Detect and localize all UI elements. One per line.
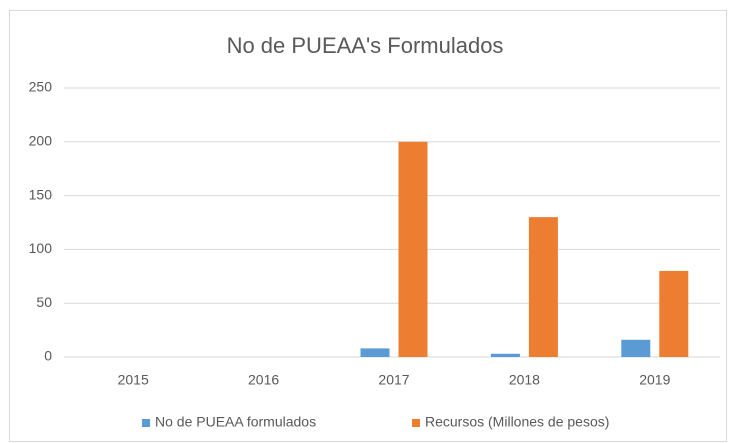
bar	[621, 339, 651, 357]
legend-swatch	[412, 419, 420, 427]
y-tick-label: 150	[29, 186, 53, 202]
legend-label: Recursos (Millones de pesos)	[425, 414, 609, 430]
bar	[398, 141, 428, 357]
chart-border	[9, 10, 727, 442]
bar	[360, 348, 390, 357]
x-tick-label: 2015	[118, 372, 149, 388]
legend-swatch	[142, 419, 150, 427]
x-tick-label: 2017	[378, 372, 409, 388]
y-tick-label: 100	[29, 240, 53, 256]
x-tick-label: 2019	[639, 372, 670, 388]
legend-label: No de PUEAA formulados	[155, 414, 316, 430]
bar	[528, 217, 558, 357]
x-tick-label: 2018	[509, 372, 540, 388]
chart-title: No de PUEAA's Formulados	[227, 33, 504, 58]
bar	[659, 270, 689, 357]
y-tick-label: 0	[44, 348, 52, 364]
x-tick-label: 2016	[248, 372, 279, 388]
y-tick-label: 200	[29, 133, 53, 149]
y-tick-label: 50	[36, 294, 52, 310]
bar	[490, 353, 520, 357]
y-tick-label: 250	[29, 79, 53, 95]
